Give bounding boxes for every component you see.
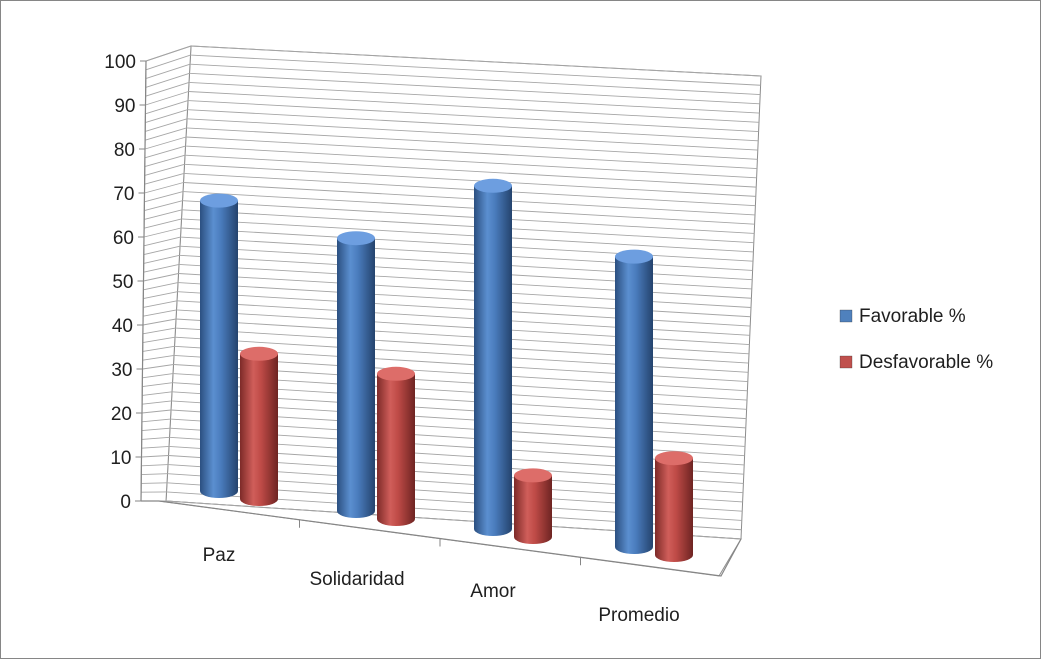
y-tick-label: 50 <box>112 272 133 293</box>
bar-body <box>474 186 512 536</box>
bar-favorable-amor <box>474 179 512 536</box>
bar-favorable-paz <box>200 194 238 498</box>
legend-swatch <box>840 356 852 368</box>
side-gridline <box>141 483 167 484</box>
bar-cap <box>337 231 375 245</box>
x-tick-label: Paz <box>203 545 236 566</box>
bar-body <box>337 238 375 518</box>
bar-body <box>615 257 653 554</box>
bar-cap <box>200 194 238 208</box>
y-tick-label: 100 <box>104 52 136 73</box>
legend: Favorable % Desfavorable % <box>840 306 993 373</box>
bar-body <box>240 354 278 506</box>
y-tick-label: 80 <box>114 140 135 161</box>
y-tick-label: 30 <box>111 360 132 381</box>
y-tick-label: 70 <box>113 184 134 205</box>
y-tick-label: 60 <box>113 228 134 249</box>
bar-body <box>200 201 238 498</box>
bar-desfavorable-promedio <box>655 451 693 562</box>
y-tick-label: 40 <box>112 316 133 337</box>
y-tick-label: 10 <box>110 448 131 469</box>
bar-desfavorable-solidaridad <box>377 367 415 526</box>
y-axis-ticks: 0 10 20 30 40 50 60 70 80 90 100 <box>104 52 146 513</box>
bar-body <box>514 475 552 544</box>
bar-desfavorable-paz <box>240 347 278 506</box>
bar-body <box>655 458 693 562</box>
bar-cap <box>240 347 278 361</box>
legend-label: Favorable % <box>859 306 966 327</box>
y-tick-label: 20 <box>111 404 132 425</box>
bar-cap <box>514 468 552 482</box>
y-tick-label: 0 <box>120 492 131 513</box>
bar-cap <box>474 179 512 193</box>
y-tick-label: 90 <box>114 96 135 117</box>
bar-cap <box>655 451 693 465</box>
bar-cap <box>615 250 653 264</box>
legend-label: Desfavorable % <box>859 352 993 373</box>
bar-favorable-promedio <box>615 250 653 554</box>
x-tick-label: Solidaridad <box>309 569 404 590</box>
legend-swatch <box>840 310 852 322</box>
x-tick-label: Amor <box>470 581 516 602</box>
bar-favorable-solidaridad <box>337 231 375 518</box>
bar-body <box>377 374 415 526</box>
bar-desfavorable-amor <box>514 468 552 544</box>
x-tick-label: Promedio <box>598 605 679 626</box>
bar-cap <box>377 367 415 381</box>
